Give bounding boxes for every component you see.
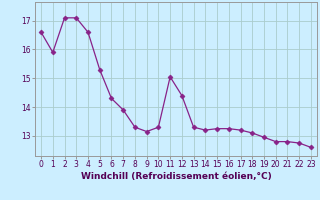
X-axis label: Windchill (Refroidissement éolien,°C): Windchill (Refroidissement éolien,°C) <box>81 172 271 181</box>
